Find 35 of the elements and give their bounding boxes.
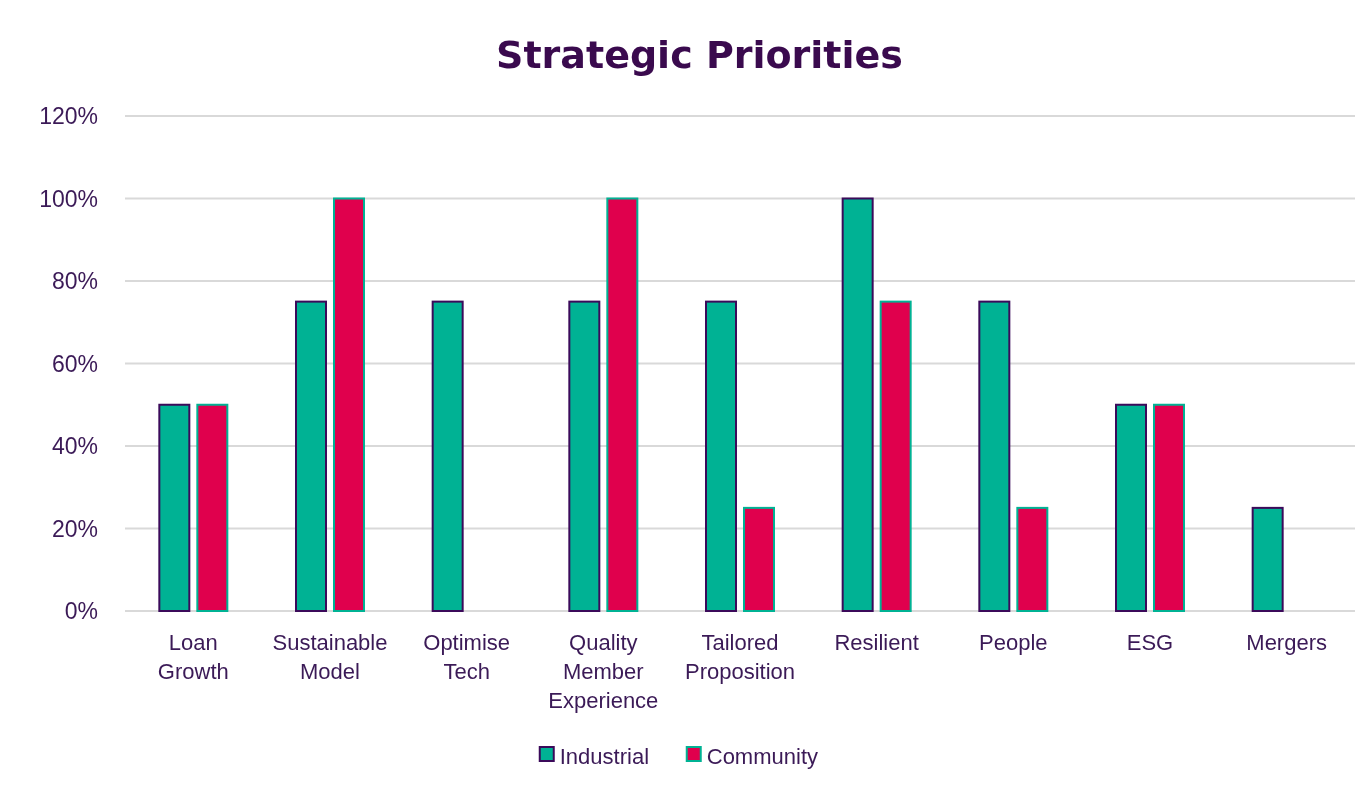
bar xyxy=(705,300,737,612)
bar xyxy=(196,403,229,612)
chart-title: Strategic Priorities xyxy=(496,33,903,77)
y-tick-label: 120% xyxy=(39,103,98,130)
x-tick-label: Loan Growth xyxy=(157,630,229,684)
legend-label: Industrial xyxy=(559,743,650,769)
x-tick-label: Sustainable Model xyxy=(272,630,388,684)
x-tick-label: ESG xyxy=(1126,630,1174,655)
x-tick-label: Optimise Tech xyxy=(423,630,511,684)
bar xyxy=(1153,403,1185,612)
y-tick-label: 80% xyxy=(51,268,98,295)
bar xyxy=(431,300,464,612)
y-tick-label: 0% xyxy=(64,598,98,625)
bar xyxy=(743,506,775,612)
bar xyxy=(879,300,912,612)
legend-label: Community xyxy=(706,743,818,769)
y-tick-label: 60% xyxy=(51,350,98,377)
bar xyxy=(1115,403,1147,612)
y-tick-label: 40% xyxy=(51,433,98,460)
bar xyxy=(1016,506,1049,612)
bar xyxy=(1251,506,1284,612)
bar xyxy=(606,197,639,612)
bar xyxy=(333,197,365,612)
x-tick-label: Mergers xyxy=(1246,630,1328,655)
y-tick-label: 20% xyxy=(51,515,98,542)
y-tick-label: 100% xyxy=(39,185,98,212)
bar xyxy=(978,300,1011,612)
x-tick-label: Tailored Proposition xyxy=(684,630,796,684)
bar xyxy=(158,403,191,612)
x-tick-label: Resilient xyxy=(834,630,919,655)
bar xyxy=(841,197,874,612)
bar xyxy=(295,300,327,612)
x-tick-label: Quality Member Experience xyxy=(548,630,659,713)
bar xyxy=(568,300,601,612)
x-tick-label: People xyxy=(979,630,1048,655)
